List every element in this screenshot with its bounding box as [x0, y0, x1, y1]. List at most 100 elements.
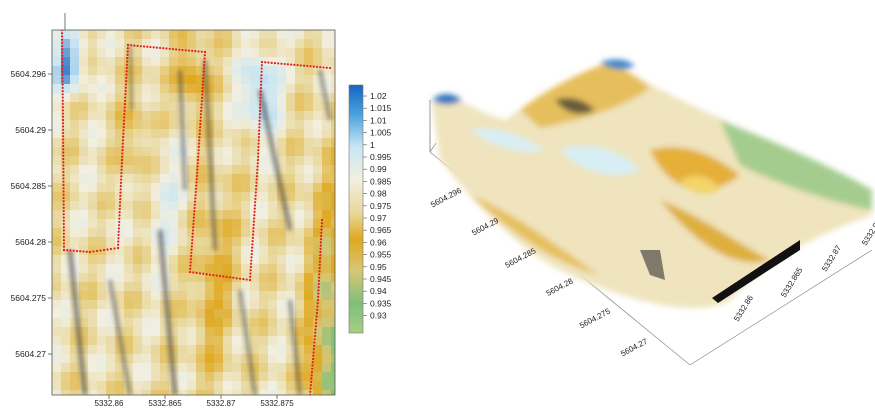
map-cell: [52, 381, 62, 391]
map-cell: [241, 363, 251, 373]
map-cell: [187, 66, 197, 76]
map-cell: [187, 156, 197, 166]
map-cell: [295, 129, 305, 139]
map-cell: [268, 246, 278, 256]
map-cell: [106, 300, 116, 310]
track-point: [61, 86, 64, 89]
map-cell: [88, 165, 98, 175]
map-cell: [241, 111, 251, 121]
track-point: [118, 204, 122, 207]
map-cell: [223, 84, 233, 94]
map-cell: [196, 354, 206, 364]
map-cell: [196, 165, 206, 175]
track-point: [270, 61, 273, 64]
map-cell: [151, 147, 161, 157]
map-cell: [250, 129, 260, 139]
track-point: [195, 171, 199, 174]
map-cell: [88, 363, 98, 373]
track-point: [280, 62, 283, 65]
map-cell: [313, 138, 323, 148]
map-cell: [223, 282, 233, 292]
map-cell: [223, 156, 233, 166]
map-cell: [79, 291, 89, 301]
track-point: [257, 136, 261, 139]
map-cell: [160, 48, 170, 58]
map-cell: [70, 390, 80, 395]
map-cell: [169, 309, 179, 319]
map-cell: [295, 300, 305, 310]
map-cell: [97, 309, 107, 319]
map-cell: [322, 39, 332, 49]
track-point: [251, 243, 254, 246]
map-cell: [79, 66, 89, 76]
map-cell: [124, 318, 134, 328]
map-cell: [178, 264, 188, 274]
map-cell: [97, 390, 107, 395]
map-cell: [250, 255, 260, 265]
map-cell: [160, 30, 170, 40]
map-cell: [214, 147, 224, 157]
map-cell: [169, 201, 179, 211]
map-cell: [214, 75, 224, 85]
map-cell: [97, 156, 107, 166]
map-cell: [160, 219, 170, 229]
map-cell: [232, 237, 242, 247]
map-cell: [214, 291, 224, 301]
map-cell: [133, 219, 143, 229]
map-cell: [115, 264, 125, 274]
map-cell: [304, 228, 314, 238]
map-cell: [115, 363, 125, 373]
map-cell: [79, 111, 89, 121]
map-cell: [133, 300, 143, 310]
map-cell: [88, 147, 98, 157]
map-cell: [187, 282, 197, 292]
track-point: [235, 277, 238, 280]
map-cell: [205, 48, 215, 58]
map-cell: [304, 201, 314, 211]
map-cell: [133, 309, 143, 319]
map-cell: [304, 237, 314, 247]
map-cell: [52, 372, 62, 382]
map-cell: [169, 210, 179, 220]
map-cell: [106, 237, 116, 247]
map-cell: [169, 75, 179, 85]
track-point: [257, 152, 260, 155]
map-cell: [331, 111, 335, 121]
track-point: [188, 270, 192, 274]
map-cell: [160, 120, 170, 130]
map-cell: [286, 345, 296, 355]
track-point: [190, 248, 193, 251]
map-cell: [79, 48, 89, 58]
map-cell: [268, 183, 278, 193]
track-point: [120, 162, 123, 165]
map-cell: [52, 228, 62, 238]
map-cell: [304, 192, 314, 202]
track-point: [121, 155, 124, 158]
map-cell: [232, 75, 242, 85]
map-cell: [250, 192, 260, 202]
map-cell: [223, 30, 233, 40]
track-point: [61, 70, 64, 73]
map-cell: [97, 300, 107, 310]
map-cell: [79, 147, 89, 157]
map-cell: [124, 219, 134, 229]
map-cell: [304, 93, 314, 103]
track-point: [257, 139, 260, 142]
map-cell: [205, 390, 215, 395]
map-cell: [169, 156, 179, 166]
track-point: [293, 63, 296, 66]
track-point: [69, 249, 72, 252]
colorbar-ticks: 1.021.0151.011.00510.9950.990.9850.980.9…: [363, 91, 392, 321]
track-point: [317, 282, 320, 286]
map-cell: [124, 174, 134, 184]
map-cell: [178, 273, 188, 283]
map-cell: [88, 156, 98, 166]
map-cell: [304, 327, 314, 337]
map-cell: [115, 147, 125, 157]
map-cell: [268, 327, 278, 337]
map-cell: [304, 282, 314, 292]
map-cell: [187, 165, 197, 175]
track-point: [195, 184, 198, 187]
track-point: [315, 65, 319, 68]
map-cell: [61, 93, 71, 103]
